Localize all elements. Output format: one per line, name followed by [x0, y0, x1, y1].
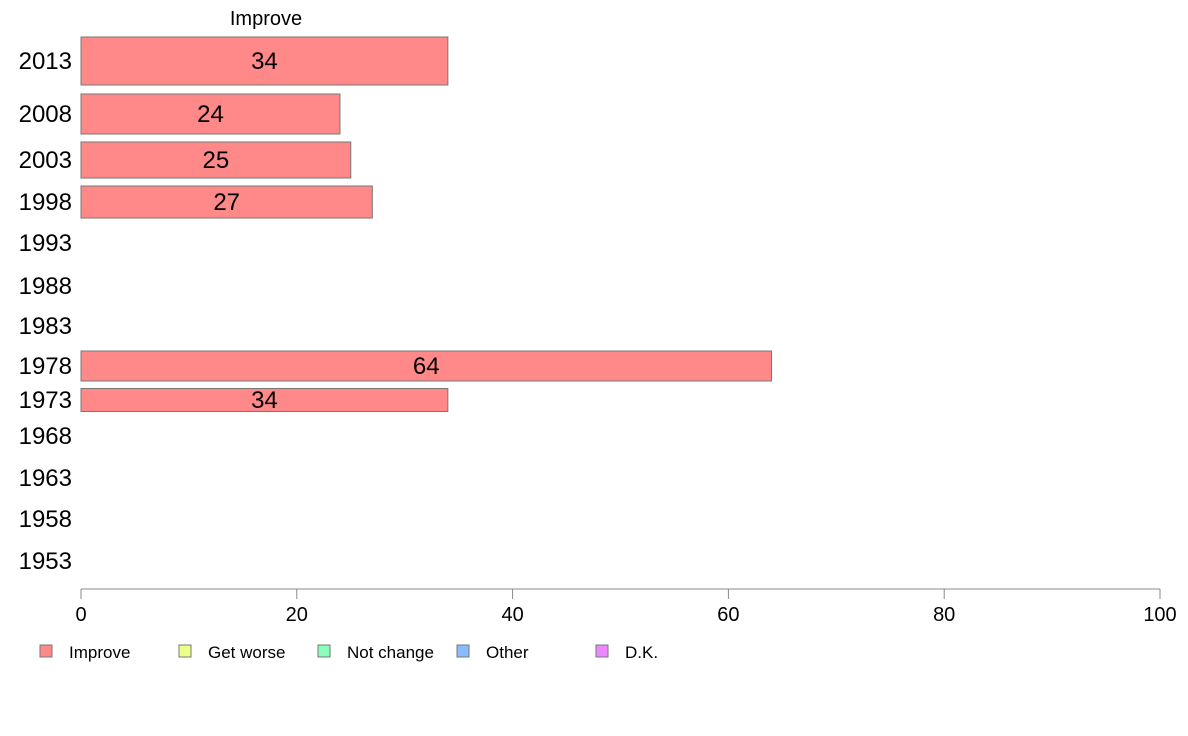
y-tick-label-1983: 1983 [19, 313, 72, 340]
x-tick-label-60: 60 [717, 604, 739, 626]
bar-value-label-2013: 34 [251, 48, 278, 75]
y-tick-label-2013: 2013 [19, 48, 72, 75]
y-tick-label-1953: 1953 [19, 548, 72, 575]
y-tick-label-1973: 1973 [19, 387, 72, 414]
legend-label-d-k: D.K. [625, 643, 658, 662]
legend-swatch-other [456, 644, 470, 658]
legend-swatch-get-worse [178, 644, 192, 658]
legend-label-not-change: Not change [347, 643, 434, 662]
y-tick-label-1993: 1993 [19, 230, 72, 257]
bar-1978 [80, 350, 773, 382]
x-tick-label-80: 80 [933, 604, 955, 626]
y-tick-label-1988: 1988 [19, 273, 72, 300]
bar-2013 [80, 36, 449, 86]
legend: Improve Get worse Not change Other D.K. [39, 643, 658, 662]
x-tick-label-20: 20 [286, 604, 308, 626]
legend-swatch-not-change [317, 644, 331, 658]
bar-value-label-2003: 25 [203, 147, 230, 174]
bar-value-label-1978: 64 [413, 353, 440, 380]
legend-label-other: Other [486, 643, 529, 662]
y-tick-labels: 2013 2008 2003 1998 1993 1988 1983 1978 1973 1968… [19, 48, 72, 575]
y-tick-label-2003: 2003 [19, 147, 72, 174]
y-tick-label-1958: 1958 [19, 506, 72, 533]
legend-swatch-improve [39, 644, 53, 658]
bar-value-label-1973: 34 [251, 387, 278, 414]
bar-2008 [80, 93, 341, 135]
bar-value-labels: 34 24 25 27 64 34 [197, 48, 440, 414]
y-tick-label-1998: 1998 [19, 189, 72, 216]
x-tick-label-0: 0 [75, 604, 86, 626]
legend-label-improve: Improve [69, 643, 130, 662]
bar-value-label-1998: 27 [213, 189, 240, 216]
bar-1973 [80, 388, 449, 412]
legend-label-get-worse: Get worse [208, 643, 285, 662]
bar-1998 [80, 185, 373, 219]
y-tick-label-1968: 1968 [19, 423, 72, 450]
x-tick-label-100: 100 [1143, 604, 1176, 626]
x-tick-label-40: 40 [501, 604, 523, 626]
bar-value-label-2008: 24 [197, 101, 224, 128]
bars [80, 36, 773, 412]
y-tick-label-1963: 1963 [19, 465, 72, 492]
x-axis: 0 20 40 60 80 100 [75, 588, 1177, 626]
chart-title: Improve [230, 8, 302, 30]
y-tick-label-2008: 2008 [19, 101, 72, 128]
y-tick-label-1978: 1978 [19, 353, 72, 380]
bar-2003 [80, 141, 352, 179]
legend-swatch-d-k [595, 644, 609, 658]
